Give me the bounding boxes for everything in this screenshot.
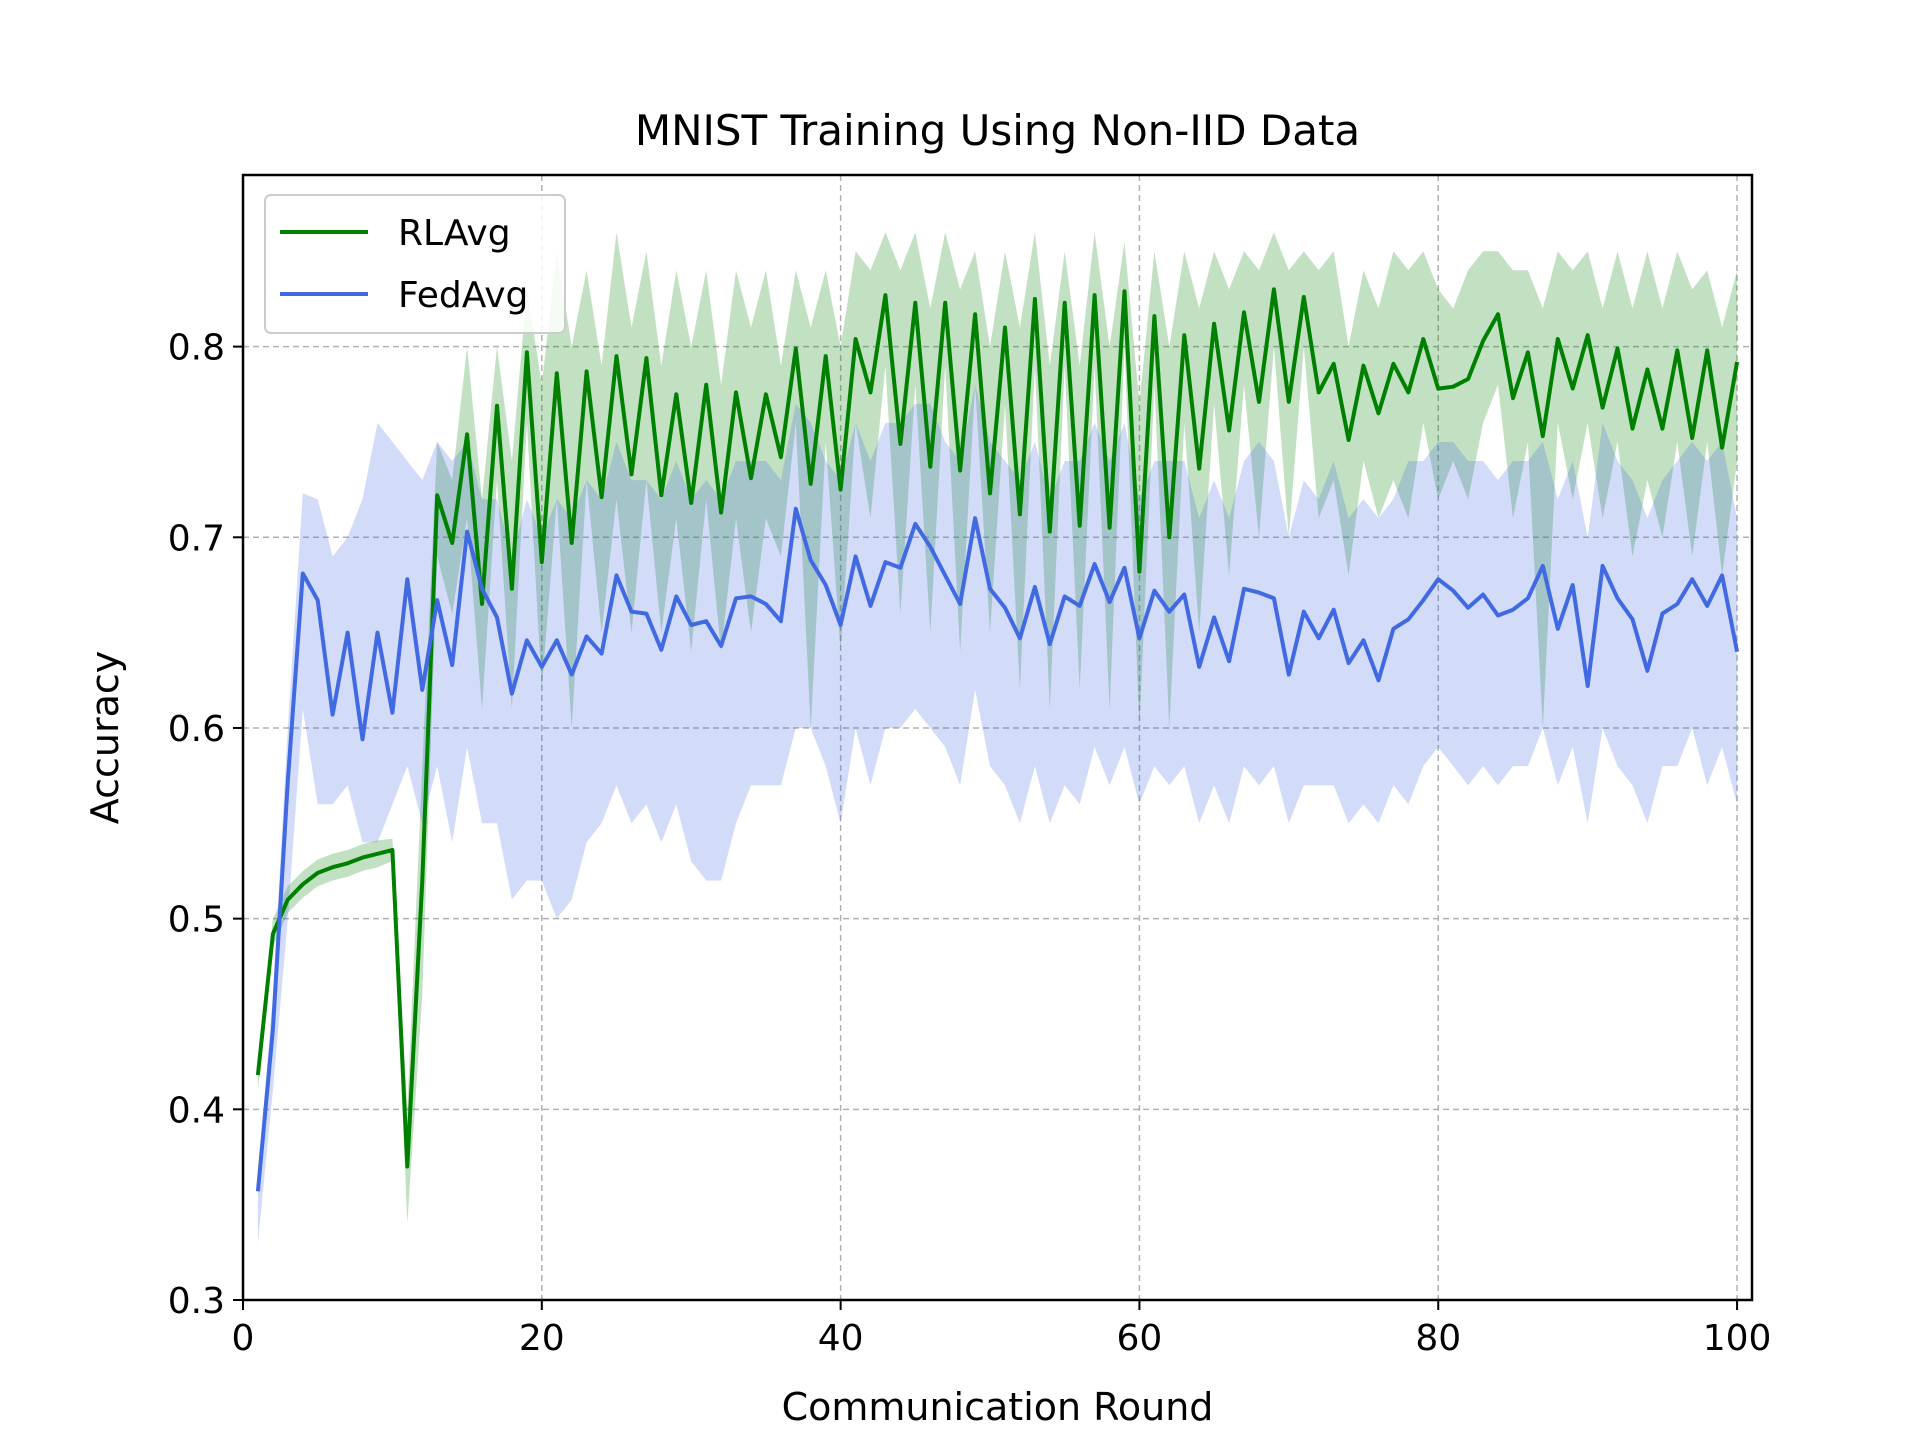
x-tick-label: 80 (1415, 1318, 1461, 1359)
legend-label: RLAvg (398, 213, 511, 254)
x-axis-label: Communication Round (782, 1385, 1214, 1429)
y-tick-label: 0.8 (168, 328, 225, 369)
legend: RLAvg FedAvg (264, 194, 566, 334)
y-tick-label: 0.7 (168, 518, 225, 559)
confidence-bands (257, 232, 1738, 1243)
fedavg-line (255, 506, 1740, 1192)
rlavg-line (255, 287, 1740, 1169)
x-tick-label: 40 (818, 1318, 864, 1359)
x-axis-ticks: 0 20 40 60 80 100 (232, 1300, 1772, 1359)
x-tick-label: 60 (1117, 1318, 1163, 1359)
plot-frame (241, 173, 1754, 1302)
chart-title: MNIST Training Using Non-IID Data (635, 106, 1360, 155)
y-axis-ticks: 0.3 0.4 0.5 0.6 0.7 0.8 (168, 328, 243, 1322)
x-tick-label: 100 (1703, 1318, 1772, 1359)
legend-box (264, 194, 566, 334)
fedavg-confidence-band (257, 384, 1738, 1243)
rlavg-confidence-band (257, 232, 1738, 1224)
grid-lines (243, 175, 1752, 1300)
series-lines (255, 287, 1740, 1192)
y-tick-label: 0.6 (168, 709, 225, 750)
x-tick-label: 0 (232, 1318, 255, 1359)
y-tick-label: 0.5 (168, 900, 225, 941)
y-axis-label: Accuracy (83, 651, 127, 825)
x-tick-label: 20 (519, 1318, 565, 1359)
legend-label: FedAvg (398, 275, 528, 316)
y-tick-label: 0.3 (168, 1281, 225, 1322)
y-tick-label: 0.4 (168, 1090, 225, 1131)
